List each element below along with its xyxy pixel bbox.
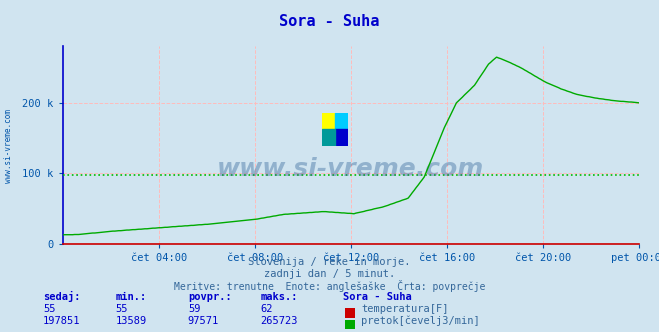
Text: 197851: 197851	[43, 316, 80, 326]
Text: www.si-vreme.com: www.si-vreme.com	[217, 157, 484, 181]
Text: Slovenija / reke in morje.: Slovenija / reke in morje.	[248, 257, 411, 267]
Bar	[335, 113, 348, 129]
Text: 13589: 13589	[115, 316, 146, 326]
Text: 59: 59	[188, 304, 200, 314]
Text: sedaj:: sedaj:	[43, 291, 80, 302]
Text: 62: 62	[260, 304, 273, 314]
Text: pretok[čevelj3/min]: pretok[čevelj3/min]	[361, 315, 480, 326]
Bar	[335, 129, 348, 146]
Text: Sora - Suha: Sora - Suha	[343, 292, 411, 302]
Text: 55: 55	[115, 304, 128, 314]
Text: 97571: 97571	[188, 316, 219, 326]
Bar	[322, 129, 335, 146]
Text: min.:: min.:	[115, 292, 146, 302]
Text: Sora - Suha: Sora - Suha	[279, 14, 380, 29]
Text: 265723: 265723	[260, 316, 298, 326]
Bar	[322, 113, 335, 129]
Text: 55: 55	[43, 304, 55, 314]
Text: povpr.:: povpr.:	[188, 292, 231, 302]
Text: maks.:: maks.:	[260, 292, 298, 302]
Text: Meritve: trenutne  Enote: anglešaške  Črta: povprečje: Meritve: trenutne Enote: anglešaške Črta…	[174, 280, 485, 291]
Text: zadnji dan / 5 minut.: zadnji dan / 5 minut.	[264, 269, 395, 279]
Text: www.si-vreme.com: www.si-vreme.com	[4, 109, 13, 183]
Text: temperatura[F]: temperatura[F]	[361, 304, 449, 314]
